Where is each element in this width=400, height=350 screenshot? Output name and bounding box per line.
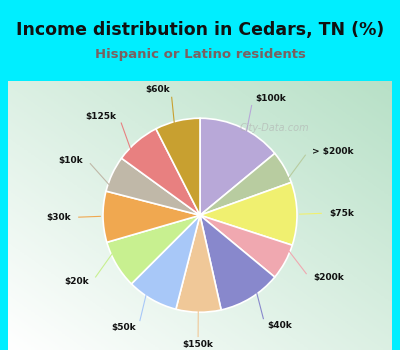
Wedge shape bbox=[122, 129, 200, 215]
Text: $10k: $10k bbox=[58, 156, 83, 164]
Wedge shape bbox=[107, 215, 200, 284]
Text: $30k: $30k bbox=[46, 213, 71, 222]
Wedge shape bbox=[200, 153, 291, 215]
Text: $20k: $20k bbox=[64, 276, 89, 286]
Text: $125k: $125k bbox=[85, 112, 116, 121]
Text: $100k: $100k bbox=[255, 94, 286, 103]
Wedge shape bbox=[156, 118, 200, 215]
Text: City-Data.com: City-Data.com bbox=[239, 122, 309, 133]
Text: > $200k: > $200k bbox=[312, 147, 354, 156]
Text: $60k: $60k bbox=[145, 85, 170, 94]
Wedge shape bbox=[103, 191, 200, 242]
Wedge shape bbox=[176, 215, 221, 312]
Wedge shape bbox=[200, 182, 297, 245]
Text: $40k: $40k bbox=[268, 321, 292, 330]
Text: $50k: $50k bbox=[111, 323, 136, 332]
Wedge shape bbox=[106, 158, 200, 215]
Wedge shape bbox=[200, 215, 275, 310]
Wedge shape bbox=[131, 215, 200, 309]
Wedge shape bbox=[200, 118, 275, 215]
Text: $75k: $75k bbox=[329, 209, 354, 218]
Wedge shape bbox=[200, 215, 292, 277]
Text: $200k: $200k bbox=[313, 273, 344, 282]
Text: Income distribution in Cedars, TN (%): Income distribution in Cedars, TN (%) bbox=[16, 21, 384, 39]
Text: $150k: $150k bbox=[182, 340, 214, 349]
Text: Hispanic or Latino residents: Hispanic or Latino residents bbox=[94, 48, 306, 61]
